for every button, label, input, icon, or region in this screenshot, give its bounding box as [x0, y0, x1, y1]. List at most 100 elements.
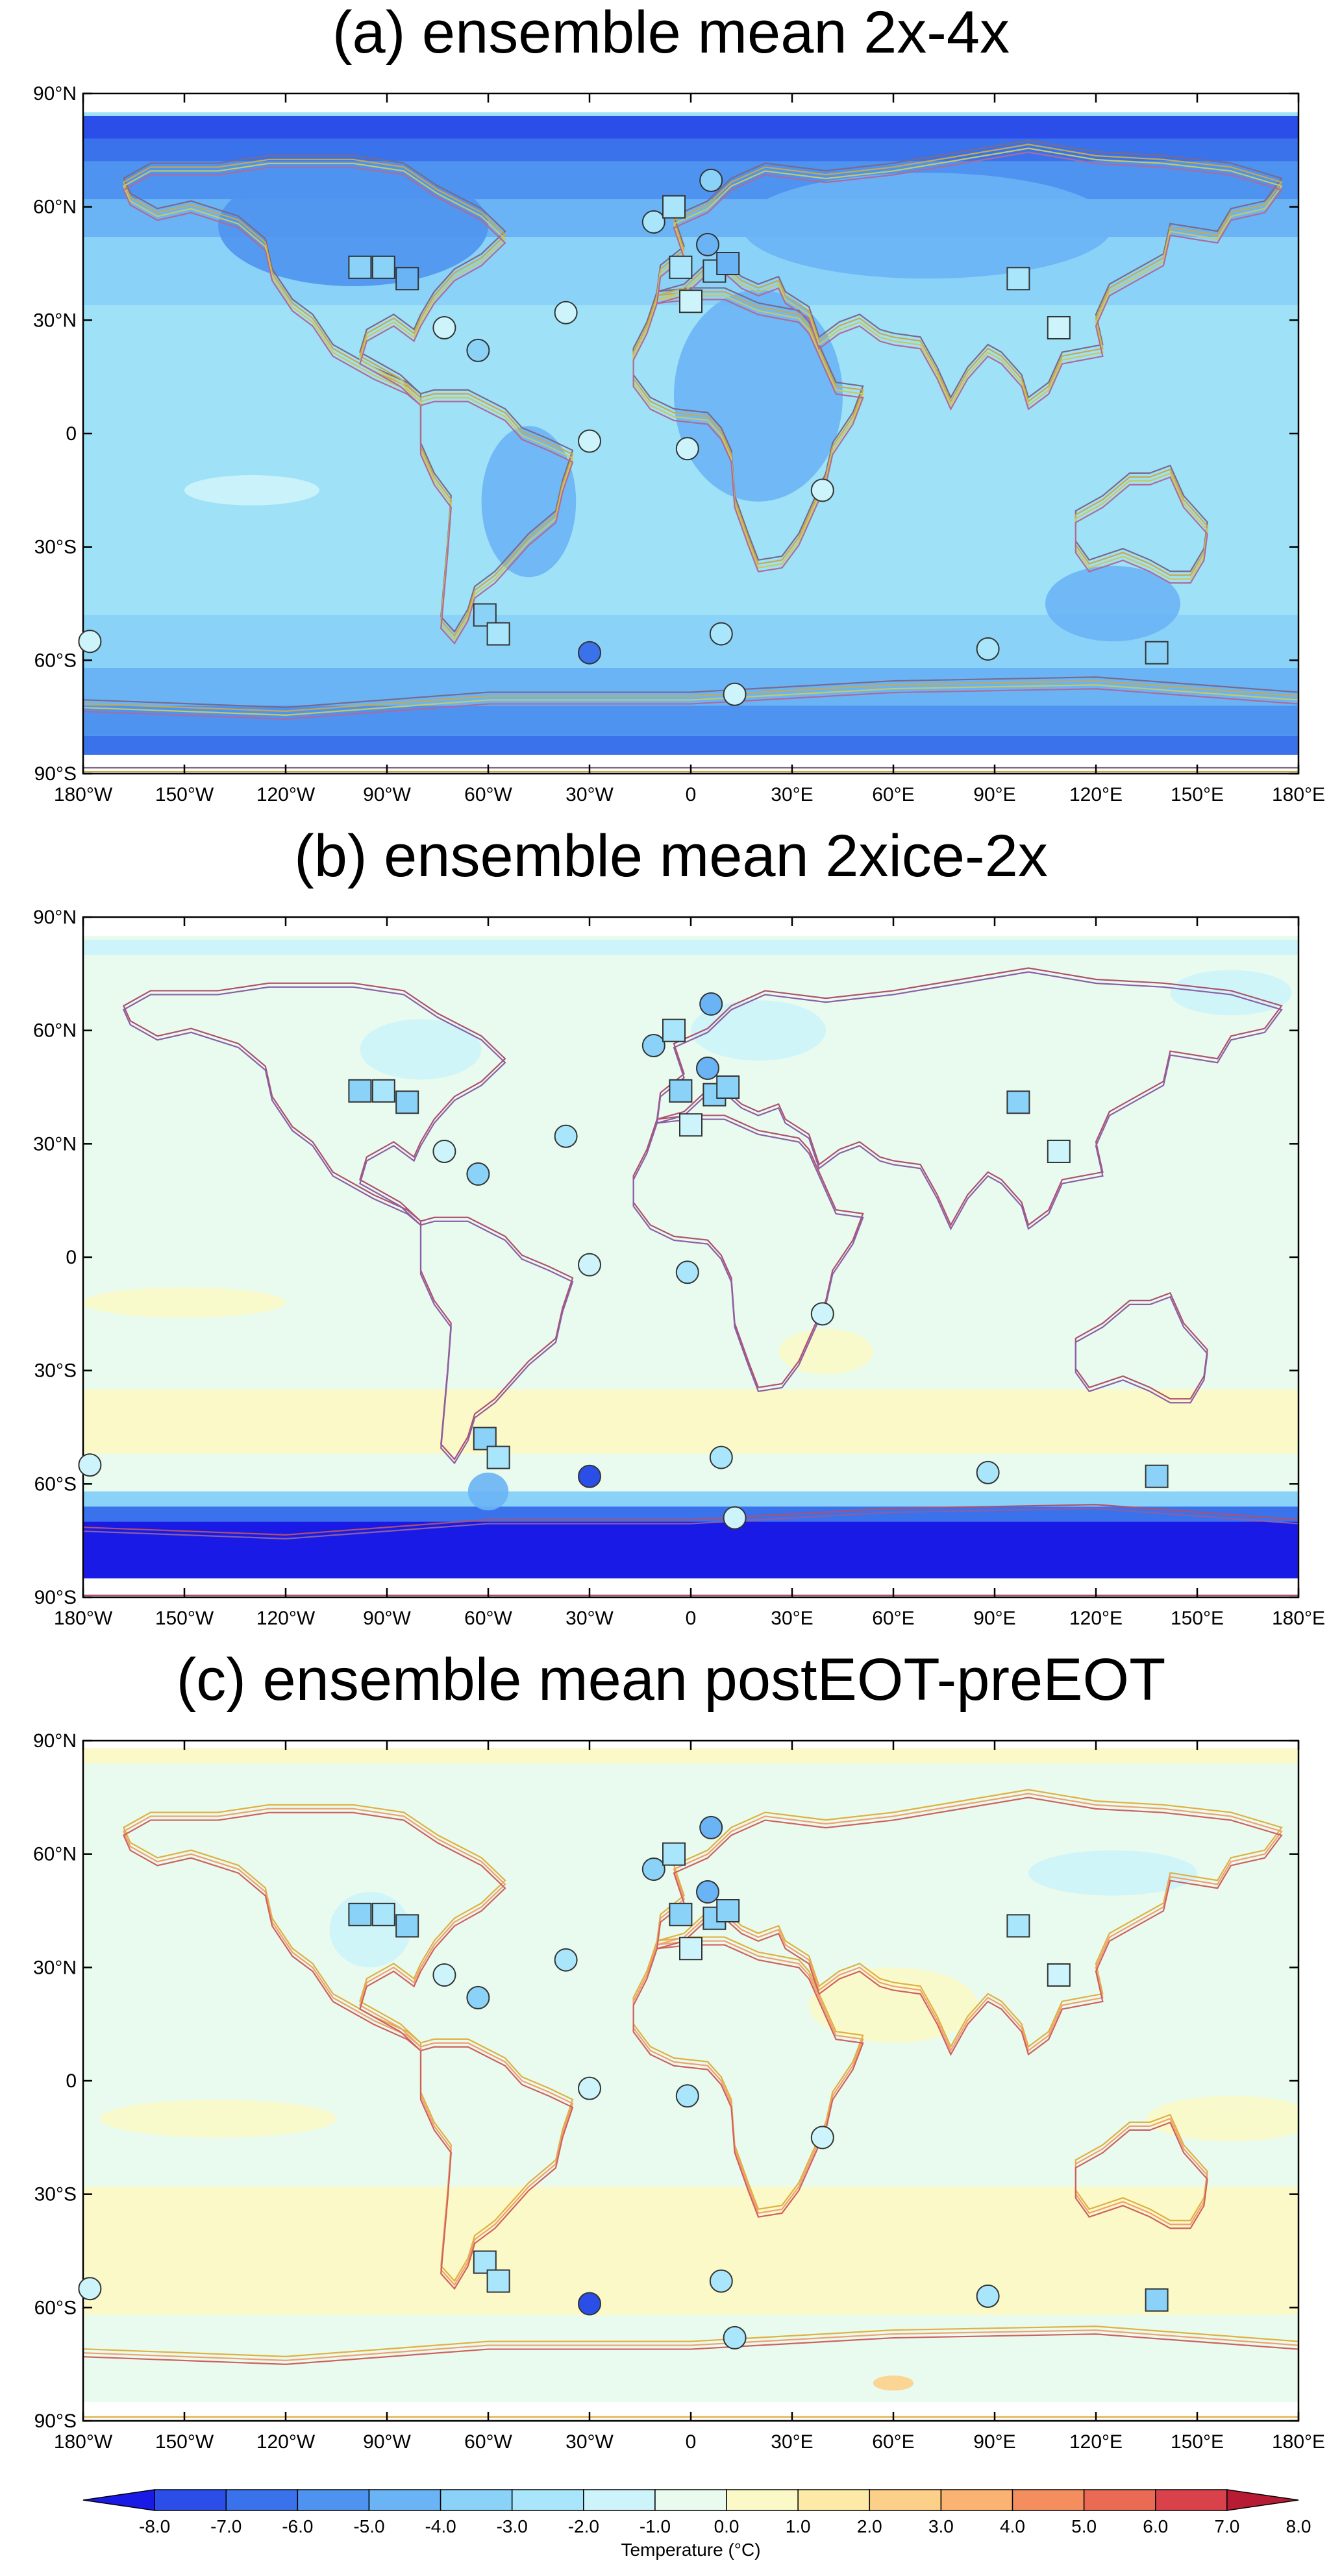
colorbar-segment	[225, 2489, 299, 2511]
colorbar-label: -5.0	[353, 2516, 384, 2536]
continent-outline	[122, 154, 506, 395]
proxy-square-marker	[395, 267, 419, 291]
lat-tick-label: 60°S	[34, 1473, 77, 1495]
temperature-field	[83, 1741, 1299, 2421]
field-band	[83, 939, 1299, 955]
continent-outline	[632, 295, 864, 569]
proxy-square-marker	[1047, 315, 1071, 339]
continent-outline	[419, 400, 574, 645]
continent-outline	[83, 688, 1299, 774]
lon-tick-label: 30°E	[771, 2431, 813, 2453]
proxy-circle-marker	[578, 641, 601, 665]
colorbar-label: 3.0	[928, 2516, 954, 2536]
colorbar-segment	[1012, 2489, 1085, 2511]
proxy-circle-marker	[810, 2126, 834, 2150]
proxy-circle-marker	[699, 992, 723, 1016]
lon-tick-label: 0	[686, 1608, 697, 1629]
colorbar-label: 6.0	[1143, 2516, 1168, 2536]
lon-tick-label: 0	[686, 2431, 697, 2453]
proxy-square-marker	[486, 622, 510, 646]
proxy-circle-marker	[554, 301, 578, 325]
proxy-square-marker	[662, 195, 686, 219]
continent-outline	[122, 162, 506, 402]
proxy-circle-marker	[675, 1260, 699, 1284]
proxy-circle-marker	[578, 2076, 601, 2100]
proxy-circle-marker	[78, 2277, 102, 2301]
field-anomaly	[83, 1287, 286, 1318]
proxy-circle-marker	[723, 2325, 747, 2349]
field-anomaly	[1045, 565, 1180, 642]
colorbar-segment	[368, 2489, 441, 2511]
lon-tick-label: 30°E	[771, 784, 813, 805]
proxy-square-marker	[679, 1113, 702, 1137]
field-band	[83, 2187, 1299, 2315]
continent-outline	[632, 1118, 864, 1393]
lon-tick-label: 60°E	[872, 1608, 914, 1629]
field-band	[83, 1748, 1299, 1763]
proxy-circle-marker	[723, 1506, 747, 1530]
continent-outline	[656, 967, 1283, 1227]
panel-title-b: (b) ensemble mean 2xice-2x	[294, 823, 1048, 889]
field-anomaly	[741, 173, 1113, 279]
proxy-circle-marker	[976, 2284, 1000, 2308]
continent-outline	[656, 143, 1283, 403]
colorbar-segment	[1155, 2489, 1228, 2511]
field-anomaly	[809, 1967, 978, 2043]
proxy-square-marker	[662, 1842, 686, 1866]
colorbar-label: -3.0	[497, 2516, 528, 2536]
colorbar-segment	[1083, 2489, 1156, 2511]
field-anomaly	[1147, 2096, 1299, 2142]
field-band	[83, 116, 1299, 139]
panel-title-c: (c) ensemble mean postEOT-preEOT	[176, 1647, 1166, 1713]
continent-outline	[419, 389, 574, 633]
lat-tick-label: 0	[66, 423, 77, 445]
lon-tick-label: 180°W	[54, 784, 113, 805]
proxy-circle-marker	[699, 168, 723, 192]
continent-outline	[656, 140, 1283, 399]
proxy-circle-marker	[723, 682, 747, 706]
continent-outline	[1075, 2121, 1208, 2229]
lat-tick-label: 30°N	[33, 1957, 77, 1978]
proxy-circle-marker	[709, 622, 733, 646]
continent-outline	[656, 151, 1283, 411]
proxy-circle-marker	[466, 1985, 490, 2009]
proxy-circle-marker	[578, 1253, 601, 1277]
lon-tick-label: 30°W	[565, 2431, 614, 2453]
lat-tick-label: 90°S	[34, 763, 77, 785]
proxy-square-marker	[669, 1902, 693, 1926]
proxy-square-marker	[1006, 1090, 1030, 1114]
lon-tick-label: 150°W	[155, 1608, 214, 1629]
field-anomaly	[674, 289, 843, 502]
field-anomaly	[873, 2375, 914, 2391]
proxy-circle-marker	[675, 437, 699, 461]
proxy-square-marker	[395, 1914, 419, 1938]
continent-outline	[632, 1944, 864, 2218]
proxy-square-marker	[669, 255, 693, 279]
proxy-circle-marker	[554, 1124, 578, 1148]
lon-tick-label: 180°W	[54, 2431, 113, 2453]
colorbar-label: 2.0	[857, 2516, 882, 2536]
lon-tick-label: 60°E	[872, 2431, 914, 2453]
continent-outline	[632, 1936, 864, 2211]
proxy-circle-marker	[466, 1162, 490, 1186]
proxy-square-marker	[1006, 1914, 1030, 1938]
field-anomaly	[1170, 970, 1292, 1016]
proxy-circle-marker	[432, 315, 456, 339]
lon-tick-label: 180°E	[1272, 784, 1325, 805]
continent-outline	[419, 1216, 574, 1461]
continent-outline	[419, 2046, 574, 2290]
proxy-square-marker	[371, 1902, 395, 1926]
proxy-square-marker	[1145, 2288, 1169, 2312]
proxy-circle-marker	[641, 1857, 665, 1881]
continent-outline	[122, 986, 506, 1226]
continent-outline	[656, 1797, 1283, 2056]
colorbar-label: -8.0	[139, 2516, 170, 2536]
lon-tick-label: 120°E	[1069, 1608, 1123, 1629]
panel-title-a: (a) ensemble mean 2x-4x	[332, 0, 1010, 66]
lat-tick-label: 90°N	[33, 907, 77, 928]
lon-tick-label: 150°E	[1171, 1608, 1224, 1629]
proxy-circle-marker	[554, 1948, 578, 1972]
